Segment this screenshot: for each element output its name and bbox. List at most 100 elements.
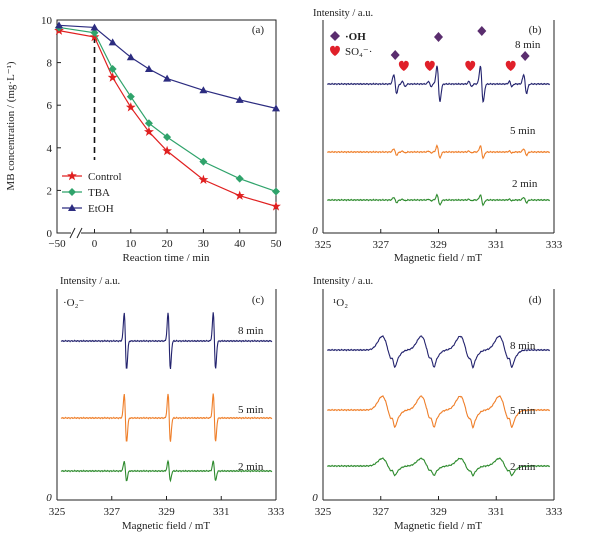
panel-b-peak-markers bbox=[390, 26, 530, 71]
tba-marker bbox=[108, 64, 117, 73]
x-tick-label: 331 bbox=[213, 506, 230, 518]
control-marker bbox=[125, 102, 136, 112]
spectrum-8min bbox=[326, 334, 551, 369]
panel-a-legend: Control TBA EtOH bbox=[62, 170, 122, 215]
x-tick-label: 325 bbox=[315, 239, 332, 251]
legend-label-control: Control bbox=[88, 171, 122, 183]
spectrum-5min bbox=[326, 394, 551, 429]
panel-d-origin-label: 0 bbox=[312, 492, 318, 504]
etoh-marker bbox=[126, 53, 135, 61]
control-marker bbox=[271, 201, 281, 211]
control-marker bbox=[107, 72, 118, 82]
tba-marker bbox=[90, 28, 99, 37]
so4-peak-marker bbox=[424, 60, 435, 71]
x-tick-label: 325 bbox=[315, 506, 332, 518]
panel-d-label-5min: 5 min bbox=[510, 405, 536, 417]
panel-c-label-8min: 8 min bbox=[238, 325, 264, 337]
so4-peak-marker bbox=[465, 60, 476, 71]
panel-d-y-label: Intensity / a.u. bbox=[313, 276, 373, 287]
panel-d-label: (d) bbox=[529, 294, 542, 306]
a-y-tick-label: 6 bbox=[47, 100, 53, 112]
legend-label-etoh: EtOH bbox=[88, 203, 114, 215]
control-marker bbox=[234, 190, 245, 200]
series-tba bbox=[55, 23, 280, 196]
x-tick-label: 327 bbox=[373, 506, 390, 518]
so4-legend-label: SO₄⁻· bbox=[345, 46, 372, 58]
spectrum-2min bbox=[60, 459, 273, 483]
etoh-marker bbox=[108, 38, 117, 46]
panel-d-spectra bbox=[326, 334, 551, 477]
oh-legend-diamond bbox=[330, 31, 340, 41]
panel-c-x-label: Magnetic field / mT bbox=[122, 520, 211, 532]
panel-b-label-5min: 5 min bbox=[510, 125, 536, 137]
a-y-tick-label: 10 bbox=[41, 15, 53, 27]
panel-a-y-label: MB concentration / (mg·L⁻¹) bbox=[5, 61, 17, 190]
etoh-marker bbox=[272, 104, 280, 112]
a-y-tick-label: 4 bbox=[47, 143, 53, 155]
tba-marker bbox=[163, 133, 172, 142]
tba-marker bbox=[235, 174, 244, 183]
so4-legend-heart bbox=[330, 45, 340, 56]
oh-peak-marker bbox=[434, 32, 443, 42]
control-marker bbox=[144, 126, 154, 136]
series-line bbox=[58, 26, 277, 193]
control-marker bbox=[162, 145, 172, 156]
a-x-tick-label: 10 bbox=[125, 238, 137, 250]
x-tick-label: 325 bbox=[49, 506, 66, 518]
etoh-marker bbox=[144, 64, 153, 72]
tba-marker bbox=[68, 188, 76, 196]
x-tick-label: 333 bbox=[546, 239, 563, 251]
panel-b-label-8min: 8 min bbox=[515, 39, 541, 51]
spectrum-5min bbox=[60, 393, 273, 442]
etoh-marker bbox=[163, 74, 172, 82]
etoh-marker bbox=[68, 204, 76, 211]
x-tick-label: 327 bbox=[104, 506, 121, 518]
so4-peak-marker bbox=[398, 60, 409, 71]
control-marker bbox=[67, 170, 77, 181]
a-y-tick-label: 0 bbox=[47, 228, 53, 240]
spectrum-2min bbox=[326, 457, 551, 477]
panel-d-species-label: ¹O₂ bbox=[333, 297, 348, 309]
x-tick-label: 331 bbox=[488, 239, 505, 251]
tba-marker bbox=[144, 119, 153, 128]
panel-d-label-8min: 8 min bbox=[510, 340, 536, 352]
a-x-tick-label: 0 bbox=[92, 238, 98, 250]
panel-b-x-label: Magnetic field / mT bbox=[394, 252, 483, 264]
panel-b-spectra bbox=[326, 65, 551, 207]
panel-c-label: (c) bbox=[252, 294, 265, 306]
oh-legend-label: ·OH bbox=[345, 31, 366, 43]
x-tick-label: 333 bbox=[268, 506, 285, 518]
a-x-tick-label: 40 bbox=[234, 238, 246, 250]
panel-d: Intensity / a.u. (d) ¹O₂ 0 Magnetic fiel… bbox=[312, 276, 563, 532]
x-tick-label: 331 bbox=[488, 506, 505, 518]
oh-peak-marker bbox=[477, 26, 487, 36]
panel-d-x-label: Magnetic field / mT bbox=[394, 520, 483, 532]
x-tick-label: 329 bbox=[430, 506, 447, 518]
panel-b-x-ticks: 325 327 329 331 333 bbox=[315, 229, 563, 251]
axis-break-mark-1 bbox=[69, 227, 76, 239]
panel-b-origin-label: 0 bbox=[312, 225, 318, 237]
a-x-tick-label: 30 bbox=[198, 238, 210, 250]
panel-c: Intensity / a.u. (c) ·O₂⁻ 0 Magnetic fie… bbox=[46, 276, 285, 532]
tba-marker bbox=[199, 157, 208, 166]
series-line bbox=[58, 24, 277, 109]
etoh-marker bbox=[235, 95, 244, 103]
x-tick-label: 329 bbox=[158, 506, 175, 518]
x-tick-label: 329 bbox=[430, 239, 447, 251]
so4-peak-marker bbox=[505, 60, 516, 71]
a-x-tick-label: −50 bbox=[48, 238, 66, 250]
panel-d-label-2min: 2 min bbox=[510, 461, 536, 473]
panel-c-x-ticks: 325 327 329 331 333 bbox=[49, 496, 285, 518]
etoh-marker bbox=[199, 86, 208, 94]
spectrum-8min bbox=[60, 312, 273, 369]
legend-label-tba: TBA bbox=[88, 187, 110, 199]
panel-b-y-label: Intensity / a.u. bbox=[313, 8, 373, 19]
spectrum-5min bbox=[326, 144, 551, 160]
panel-b-label: (b) bbox=[529, 24, 542, 36]
x-tick-label: 333 bbox=[546, 506, 563, 518]
panel-c-species-label: ·O₂⁻ bbox=[63, 297, 84, 309]
a-y-tick-label: 8 bbox=[47, 58, 53, 70]
etoh-marker bbox=[55, 21, 63, 29]
